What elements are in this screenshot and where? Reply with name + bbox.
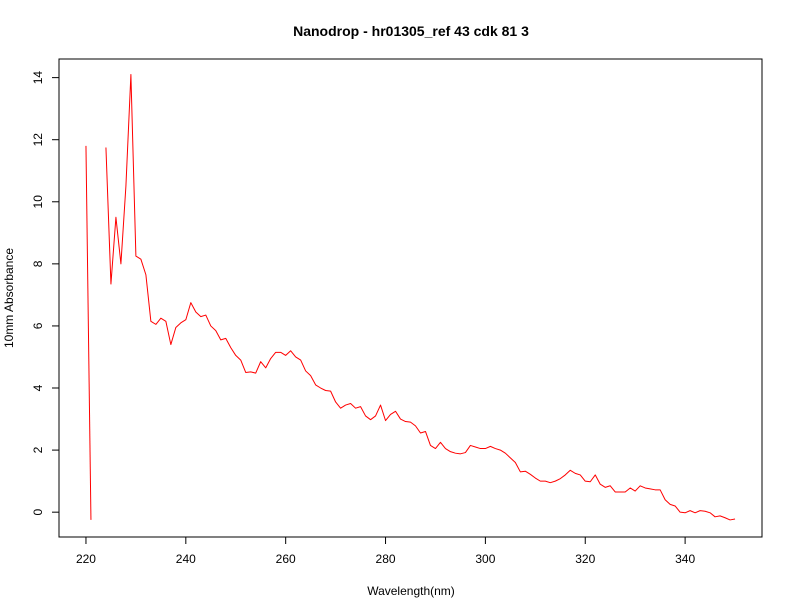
x-tick-label: 260 (276, 552, 296, 566)
x-tick-label: 220 (76, 552, 96, 566)
y-tick-label: 10 (31, 195, 45, 209)
x-axis: 220 240 260 280 300 320 340 (76, 537, 695, 566)
x-tick-label: 280 (376, 552, 396, 566)
y-tick-label: 8 (31, 260, 45, 267)
absorbance-line-segment-2 (105, 74, 736, 521)
y-axis: 0 2 4 6 8 10 12 14 (31, 71, 59, 516)
chart-title: Nanodrop - hr01305_ref 43 cdk 81 3 (293, 23, 529, 39)
y-tick-label: 0 (31, 509, 45, 516)
absorbance-line-segment-1 (85, 145, 92, 520)
series-group (85, 74, 736, 521)
y-tick-label: 4 (31, 384, 45, 391)
y-tick-label: 6 (31, 322, 45, 329)
x-tick-label: 340 (675, 552, 695, 566)
y-tick-label: 14 (31, 71, 45, 85)
y-tick-label: 12 (31, 133, 45, 147)
x-tick-label: 320 (575, 552, 595, 566)
plot-frame (58, 58, 763, 538)
x-tick-label: 240 (176, 552, 196, 566)
y-tick-label: 2 (31, 446, 45, 453)
x-tick-label: 300 (475, 552, 495, 566)
y-axis-label: 10mm Absorbance (2, 248, 16, 348)
x-axis-label: Wavelength(nm) (367, 584, 455, 598)
